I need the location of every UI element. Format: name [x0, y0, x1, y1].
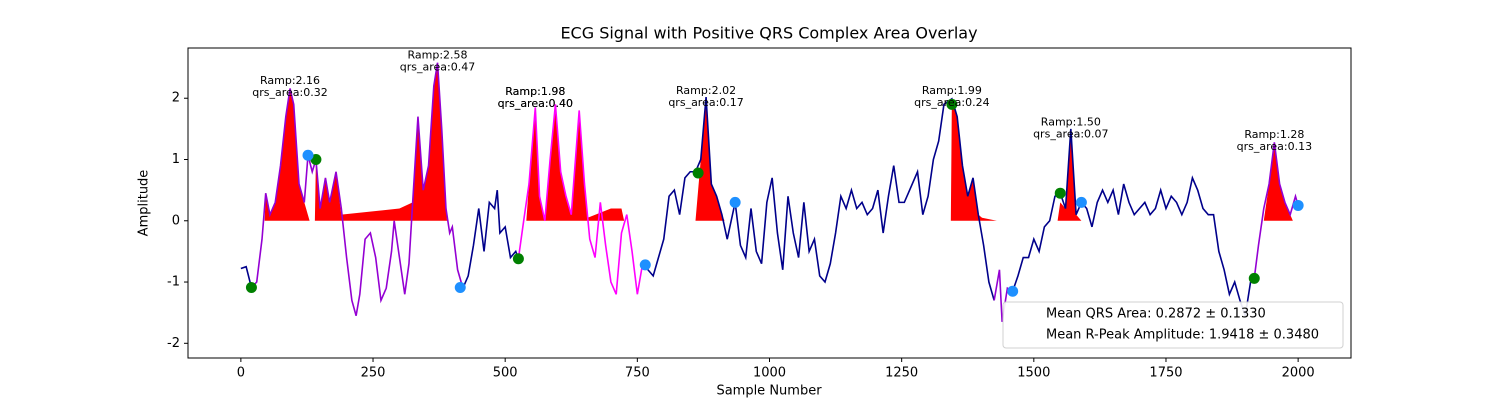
onset-point — [1248, 272, 1260, 284]
qrs-area — [1057, 128, 1082, 221]
annotation: qrs_area:0.40 — [498, 97, 573, 110]
offset-point — [454, 282, 466, 294]
y-tick-label: 2 — [172, 91, 180, 106]
x-tick-label: 1250 — [885, 366, 918, 381]
x-axis-label: Sample Number — [716, 384, 822, 399]
annotation: qrs_area:0.24 — [914, 96, 989, 109]
annotation: Ramp:2.58 — [407, 48, 467, 61]
qrs-area — [950, 98, 997, 221]
offset-point — [1007, 285, 1019, 297]
offset-point — [729, 196, 741, 208]
legend-entry: Mean QRS Area: 0.2872 ± 0.1330 — [1046, 307, 1266, 322]
offset-point — [302, 149, 314, 161]
signal-line — [642, 96, 995, 301]
qrs-area — [695, 97, 725, 221]
onset-point — [946, 98, 958, 110]
annotation: qrs_area:0.17 — [668, 96, 743, 109]
offset-point — [1292, 199, 1304, 211]
x-tick-label: 500 — [493, 366, 518, 381]
x-tick-label: 0 — [237, 366, 245, 381]
x-tick-label: 2000 — [1282, 366, 1315, 381]
annotation: Ramp:1.99 — [922, 84, 982, 97]
qrs-area — [526, 104, 625, 221]
y-tick-label: 0 — [172, 213, 180, 228]
annotation: qrs_area:0.07 — [1033, 128, 1108, 141]
onset-point — [692, 167, 704, 179]
annotation: Ramp:2.02 — [676, 84, 736, 97]
qrs-area — [264, 88, 310, 221]
legend-box — [1002, 301, 1344, 349]
x-tick-label: 1000 — [753, 366, 786, 381]
annotation: Ramp:1.98 — [505, 85, 565, 98]
x-tick-label: 1500 — [1017, 366, 1050, 381]
signal-line — [1011, 128, 1252, 316]
annotation: Ramp:1.50 — [1041, 116, 1101, 129]
legend-entry: Mean R-Peak Amplitude: 1.9418 ± 0.3480 — [1046, 328, 1319, 343]
onset-point — [512, 253, 524, 265]
y-axis-label: Amplitude — [137, 170, 152, 237]
signal-line — [462, 190, 520, 289]
plot-frame — [187, 47, 1352, 359]
x-tick-label: 750 — [625, 366, 650, 381]
x-tick-label: 250 — [361, 366, 386, 381]
qrs-area — [314, 62, 448, 221]
annotation: qrs_area:0.47 — [400, 60, 475, 73]
y-tick-label: 1 — [172, 152, 180, 167]
signal-line — [250, 62, 464, 316]
annotation: Ramp:2.16 — [260, 74, 320, 87]
chart-title: ECG Signal with Positive QRS Complex Are… — [560, 24, 977, 43]
offset-point — [639, 259, 651, 271]
onset-point — [245, 282, 257, 294]
signal-line — [517, 104, 644, 295]
y-tick-label: -2 — [167, 336, 180, 351]
annotation: Ramp:1.98 — [505, 85, 565, 98]
annotation: qrs_area:0.13 — [1237, 140, 1312, 153]
annotation: qrs_area:0.32 — [252, 86, 327, 99]
annotation: qrs_area:0.40 — [498, 97, 573, 110]
x-tick-label: 1750 — [1149, 366, 1182, 381]
onset-point — [1054, 187, 1066, 199]
qrs-area — [1263, 142, 1293, 221]
y-tick-label: -1 — [167, 275, 180, 290]
signal-line — [240, 265, 253, 288]
offset-point — [1075, 196, 1087, 208]
annotation: Ramp:1.28 — [1244, 128, 1304, 141]
signal-line — [1249, 142, 1299, 283]
